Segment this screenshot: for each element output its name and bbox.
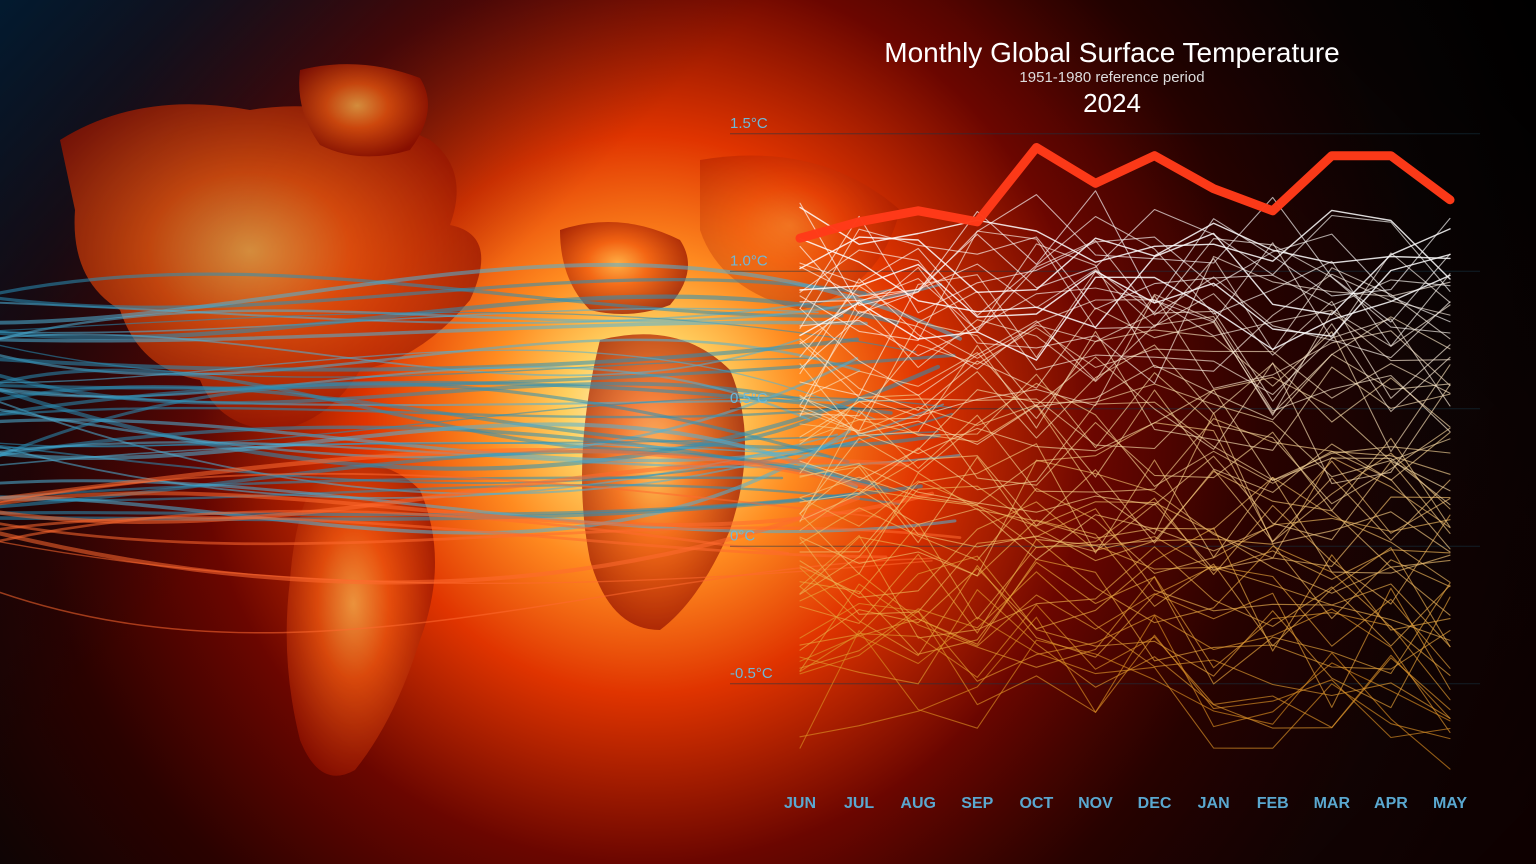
x-tick-label: JUN [784, 795, 816, 812]
chart-title: Monthly Global Surface Temperature [884, 37, 1340, 68]
x-tick-label: DEC [1138, 795, 1172, 812]
historical-year-line [800, 331, 1450, 450]
x-tick-label: OCT [1019, 795, 1053, 812]
y-tick-label: 0°C [730, 527, 755, 544]
x-tick-label: SEP [961, 795, 993, 812]
historical-year-line [800, 453, 1450, 543]
historical-year-line [800, 373, 1450, 504]
chart-subtitle: 1951-1980 reference period [1019, 69, 1204, 86]
series-2024 [800, 148, 1450, 239]
x-tick-label: JUL [844, 795, 874, 812]
historical-year-line [800, 572, 1450, 719]
historical-year-line [800, 300, 1450, 432]
recent-year-line [800, 275, 1450, 360]
y-tick-label: 0.5°C [730, 390, 768, 407]
chart-year-label: 2024 [1083, 88, 1141, 118]
y-tick-label: 1.0°C [730, 252, 768, 269]
x-axis-labels: JUN JUL AUG SEP OCT NOV DEC JAN FEB MAR APR MAY [784, 795, 1467, 812]
x-tick-label: AUG [900, 795, 936, 812]
historical-year-line [800, 257, 1450, 384]
y-tick-label: 1.5°C [730, 115, 768, 132]
recent-year-line [800, 223, 1450, 292]
temperature-chart: Monthly Global Surface Temperature 1951-… [730, 37, 1480, 812]
historical-year-line [800, 520, 1450, 647]
x-tick-label: FEB [1257, 795, 1289, 812]
historical-year-line [800, 244, 1450, 371]
historical-year-line [800, 460, 1450, 576]
x-tick-label: JAN [1198, 795, 1230, 812]
x-tick-label: APR [1374, 795, 1408, 812]
x-tick-label: MAR [1314, 795, 1351, 812]
x-tick-label: NOV [1078, 795, 1113, 812]
historical-year-line [800, 239, 1450, 333]
x-tick-label: MAY [1433, 795, 1467, 812]
y-tick-label: -0.5°C [730, 665, 773, 682]
